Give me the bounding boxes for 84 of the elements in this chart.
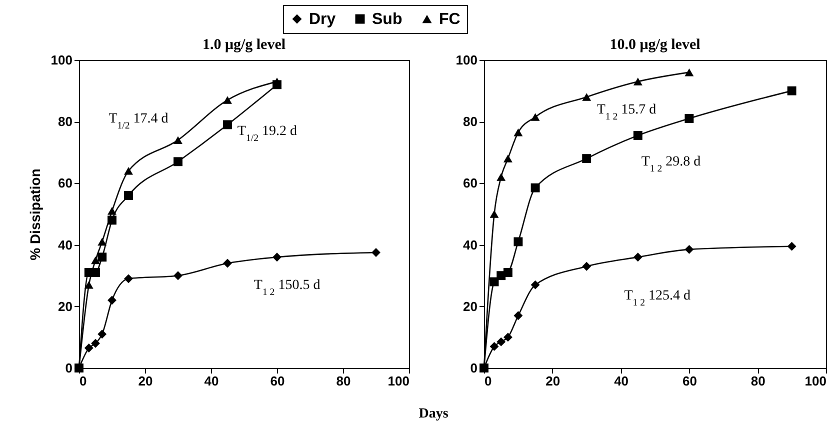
y-axis-title: % Dissipation <box>26 168 43 260</box>
point <box>124 167 133 175</box>
point <box>787 242 796 251</box>
point <box>633 252 642 262</box>
point <box>787 86 796 96</box>
x-axis-title: Days <box>418 406 449 422</box>
point <box>84 344 94 352</box>
y-tick-label: 60 <box>58 176 72 191</box>
x-tick-label: 100 <box>804 374 826 388</box>
point <box>503 332 512 342</box>
point <box>108 216 116 225</box>
chart-title: 1.0 μg/g level <box>202 37 286 53</box>
point <box>372 248 380 257</box>
point <box>684 68 694 76</box>
point <box>272 252 282 262</box>
annotation: T$_{1/2}$ 19.2 d <box>237 124 297 144</box>
point <box>503 154 512 162</box>
y-tick-label: 80 <box>463 114 478 130</box>
legend-label: FC <box>439 11 461 28</box>
x-tick-label: 40 <box>614 374 629 388</box>
y-tick-label: 0 <box>470 360 478 376</box>
annotation: T$_{1 2}$ 150.5 d <box>254 278 320 298</box>
point <box>496 173 506 181</box>
point <box>582 154 592 164</box>
point <box>174 136 182 144</box>
point <box>174 271 182 280</box>
point <box>530 183 540 192</box>
x-tick-label: 100 <box>388 374 410 388</box>
point <box>91 256 100 264</box>
x-tick-label: 0 <box>80 374 87 388</box>
x-tick-label: 0 <box>484 374 492 388</box>
point <box>530 113 540 121</box>
x-tick-label: 40 <box>204 374 219 388</box>
point <box>530 280 540 290</box>
point <box>223 96 232 104</box>
point <box>91 268 100 277</box>
point <box>684 244 694 254</box>
y-tick-label: 20 <box>463 298 478 314</box>
point <box>174 157 182 166</box>
point <box>98 252 107 262</box>
point <box>108 207 116 215</box>
point <box>514 237 523 246</box>
y-tick-label: 40 <box>58 237 72 252</box>
annotation: T$_{1 2}$ 29.8 d <box>641 154 701 174</box>
point <box>124 191 133 200</box>
x-tick-label: 80 <box>750 374 766 388</box>
x-tick-label: 80 <box>336 374 351 388</box>
legend-label: Dry <box>309 11 336 28</box>
annotation: T$_{1 2}$ 15.7 d <box>596 102 656 122</box>
x-tick-label: 20 <box>138 374 153 388</box>
point <box>633 130 642 140</box>
y-tick-label: 0 <box>65 360 72 376</box>
y-tick-label: 40 <box>463 237 478 252</box>
point <box>84 280 94 289</box>
y-tick-label: 100 <box>456 52 478 68</box>
point <box>684 114 694 123</box>
x-tick-label: 60 <box>270 374 285 388</box>
point <box>582 262 592 271</box>
y-tick-label: 80 <box>58 114 72 130</box>
point <box>223 258 232 268</box>
point <box>272 78 282 86</box>
point <box>496 337 506 346</box>
annotation: T$_{1/2}$ 17.4 d <box>108 112 168 132</box>
point <box>633 78 642 86</box>
point <box>91 338 100 348</box>
x-tick-label: 60 <box>682 374 697 388</box>
x-tick-label: 20 <box>546 374 560 388</box>
point <box>124 274 133 284</box>
y-tick-label: 20 <box>58 298 72 314</box>
point <box>503 268 512 277</box>
point <box>514 311 523 320</box>
point <box>490 210 499 218</box>
chart-title: 10.0 μg/g level <box>610 37 700 53</box>
point <box>514 128 523 136</box>
point <box>98 238 107 246</box>
point <box>490 342 499 351</box>
legend-label: Sub <box>372 11 402 28</box>
y-tick-label: 60 <box>463 176 478 191</box>
y-tick-label: 100 <box>50 52 72 68</box>
point <box>582 93 592 101</box>
point <box>108 296 116 305</box>
point <box>223 120 232 130</box>
point <box>98 330 107 339</box>
annotation: T$_{1 2}$ 125.4 d <box>624 288 691 308</box>
